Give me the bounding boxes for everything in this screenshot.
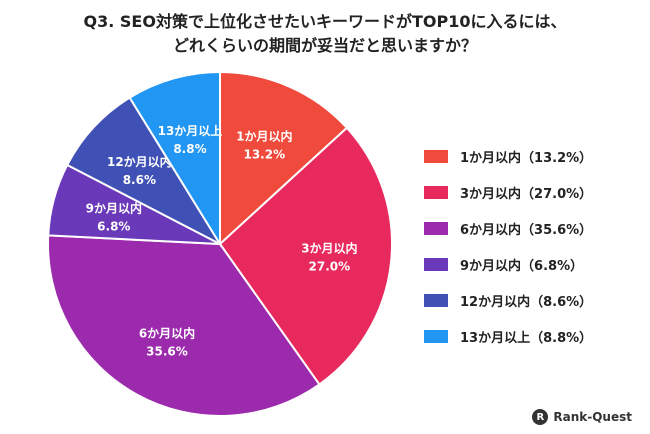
slice-value-1: 13.2% (243, 147, 285, 161)
slice-value-6: 8.8% (173, 142, 206, 156)
chart-legend: 1か月以内（13.2%） 3か月以内（27.0%） 6か月以内（35.6%） 9か月以… (424, 138, 592, 354)
legend-label: 3か月以内（27.0%） (460, 186, 593, 202)
pie-slice-3 (47, 234, 321, 417)
slice-value-2: 27.0% (309, 260, 351, 274)
legend-label: 12か月以内（8.6%） (460, 294, 593, 310)
slice-label-2: 3か月以内 (301, 241, 357, 256)
legend-label: 13か月以上（8.8%） (460, 330, 593, 346)
pie-slice-1 (219, 70, 349, 247)
slice-label-1: 1か月以内 (236, 128, 292, 143)
chart-title-line-2: どれくらいの期間が妥当だと思いますか？ (172, 36, 477, 55)
legend-swatch (424, 293, 448, 307)
slice-value-4: 6.8% (97, 219, 130, 233)
rank-quest-logo-icon: R (532, 409, 549, 425)
pie-slice-5 (65, 96, 223, 247)
slice-label-3: 6か月以内 (139, 325, 195, 340)
chart-title: Q3. SEO対策で上位化させたいキーワードがTOP10に入るには、 どれくらい… (0, 10, 650, 58)
pie-slice-6 (128, 70, 221, 248)
legend-item-1: 1か月以内（13.2%） (424, 138, 592, 174)
legend-swatch (424, 257, 448, 271)
legend-label: 9か月以内（6.8%） (460, 258, 584, 274)
legend-item-3: 6か月以内（35.6%） (424, 210, 592, 246)
brand-name: Rank-Quest (553, 410, 632, 424)
brand-logo: R Rank-Quest (532, 409, 632, 425)
legend-swatch (424, 149, 448, 163)
legend-item-4: 9か月以内（6.8%） (424, 246, 592, 282)
legend-item-6: 13か月以上（8.8%） (424, 318, 592, 354)
slice-label-5: 12か月以内 (107, 154, 172, 169)
slice-value-5: 8.6% (123, 173, 156, 187)
slice-value-3: 35.6% (146, 344, 188, 358)
pie-slice-2 (218, 126, 393, 386)
chart-title-line-1: Q3. SEO対策で上位化させたいキーワードがTOP10に入るには、 (83, 12, 567, 31)
legend-item-5: 12か月以内（8.6%） (424, 282, 592, 318)
slice-label-4: 9か月以内 (86, 200, 142, 215)
legend-swatch (424, 185, 448, 199)
legend-label: 1か月以内（13.2%） (460, 150, 593, 166)
legend-label: 6か月以内（35.6%） (460, 222, 593, 238)
slice-label-6: 13か月以上 (158, 123, 223, 138)
legend-swatch (424, 221, 448, 235)
legend-item-2: 3か月以内（27.0%） (424, 174, 592, 210)
legend-swatch (424, 329, 448, 343)
